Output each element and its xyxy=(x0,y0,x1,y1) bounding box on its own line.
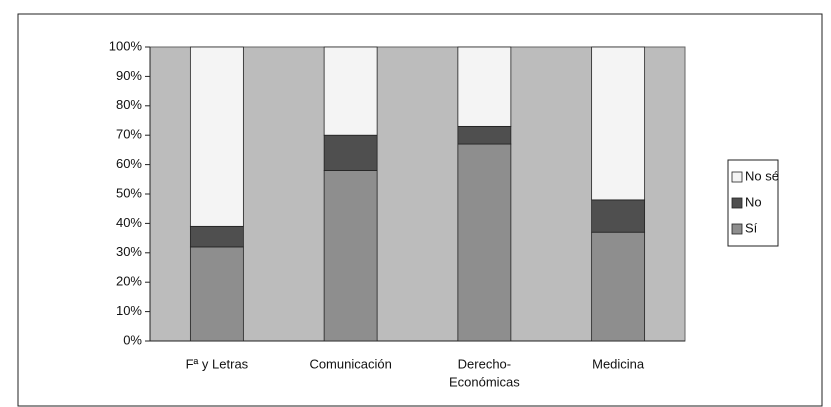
x-tick-label: Fª y Letras xyxy=(186,356,249,371)
x-tick-label: Comunicación xyxy=(309,356,391,371)
x-tick-label: Medicina xyxy=(592,356,645,371)
y-tick-label: 10% xyxy=(116,303,142,318)
y-tick-label: 80% xyxy=(116,97,142,112)
y-tick-label: 0% xyxy=(123,332,142,347)
legend-swatch xyxy=(731,223,743,235)
bar-segment xyxy=(323,170,378,342)
bar-segment xyxy=(457,143,512,342)
y-tick-label: 90% xyxy=(116,68,142,83)
y-tick-label: 20% xyxy=(116,274,142,289)
legend-swatch xyxy=(731,171,743,183)
legend-label: No xyxy=(745,194,762,209)
x-tick-label: Derecho- xyxy=(458,356,511,371)
legend-swatch xyxy=(731,197,743,209)
y-tick-label: 100% xyxy=(109,38,143,53)
y-tick-label: 40% xyxy=(116,215,142,230)
bar-segment xyxy=(189,46,244,227)
bar-segment xyxy=(591,231,646,342)
x-tick-label: Económicas xyxy=(449,374,520,389)
y-tick-label: 70% xyxy=(116,127,142,142)
bar-segment xyxy=(189,225,244,248)
y-tick-label: 50% xyxy=(116,185,142,200)
y-tick-label: 60% xyxy=(116,156,142,171)
bar-segment xyxy=(323,46,378,136)
y-tick-label: 30% xyxy=(116,244,142,259)
bar-segment xyxy=(591,199,646,233)
bar-segment xyxy=(457,125,512,145)
legend-label: Sí xyxy=(745,220,758,235)
legend-label: No sé xyxy=(745,168,779,183)
bar-segment xyxy=(323,134,378,171)
bar-segment xyxy=(189,246,244,342)
bar-segment xyxy=(591,46,646,201)
bar-segment xyxy=(457,46,512,127)
